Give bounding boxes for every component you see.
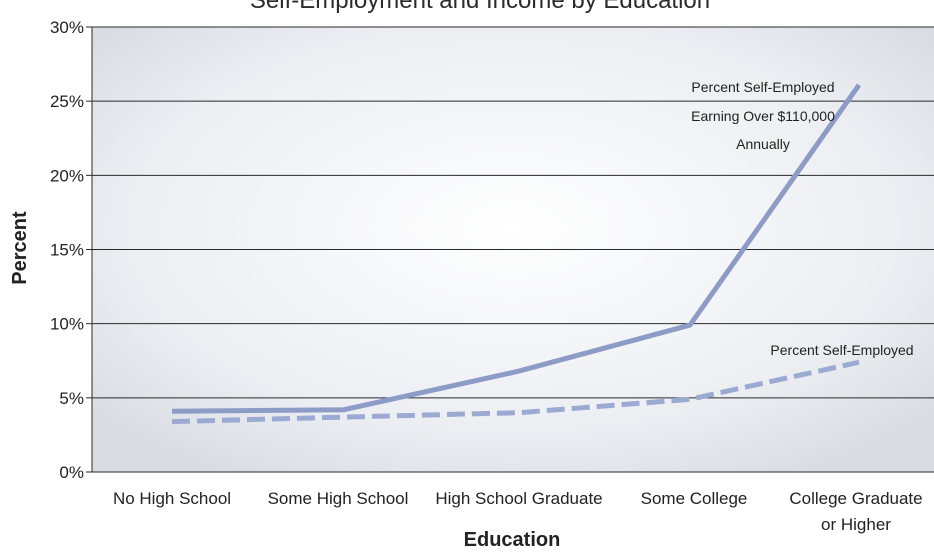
x-tick-label: High School Graduate — [435, 489, 602, 508]
grid — [91, 26, 934, 473]
x-tick-label: College Graduate or Higher — [789, 489, 922, 534]
x-axis-ticks: No High School Some High School High Schoo… — [113, 489, 923, 534]
x-axis-label: Education — [464, 529, 561, 551]
x-tick-label-line: College Graduate — [789, 489, 922, 508]
series-layer — [171, 83, 862, 425]
annotations: Percent Self-Employed Earning Over $110,0… — [691, 79, 913, 358]
annotation-high-earners: Earning Over $110,000 — [691, 108, 835, 124]
x-tick-label-line: Some College — [641, 489, 748, 508]
annotation-self-employed: Percent Self-Employed — [770, 342, 913, 358]
x-tick-label-line: Some High School — [268, 489, 409, 508]
y-tick-label: 5% — [59, 389, 84, 408]
y-tick-label: 10% — [50, 315, 84, 334]
y-tick-label: 15% — [50, 241, 84, 260]
x-tick-label-line: No High School — [113, 489, 231, 508]
y-axis-ticks: 0% 5% 10% 15% 20% 25% 30% — [50, 18, 92, 482]
y-tick-label: 25% — [50, 92, 84, 111]
y-tick-label: 20% — [50, 166, 84, 185]
x-tick-label-line: High School Graduate — [435, 489, 602, 508]
x-tick-label: Some College — [641, 489, 748, 508]
annotation-high-earners: Percent Self-Employed — [691, 79, 834, 95]
annotation-high-earners: Annually — [736, 136, 790, 152]
y-tick-label: 30% — [50, 18, 84, 37]
x-tick-label: Some High School — [268, 489, 409, 508]
series-line-self-employed — [171, 359, 860, 425]
x-tick-label: No High School — [113, 489, 231, 508]
x-tick-label-line: or Higher — [821, 515, 891, 534]
y-axis-label: Percent — [9, 211, 31, 285]
chart-title: Self-Employment and Income by Education — [250, 0, 710, 14]
y-tick-label: 0% — [59, 463, 84, 482]
